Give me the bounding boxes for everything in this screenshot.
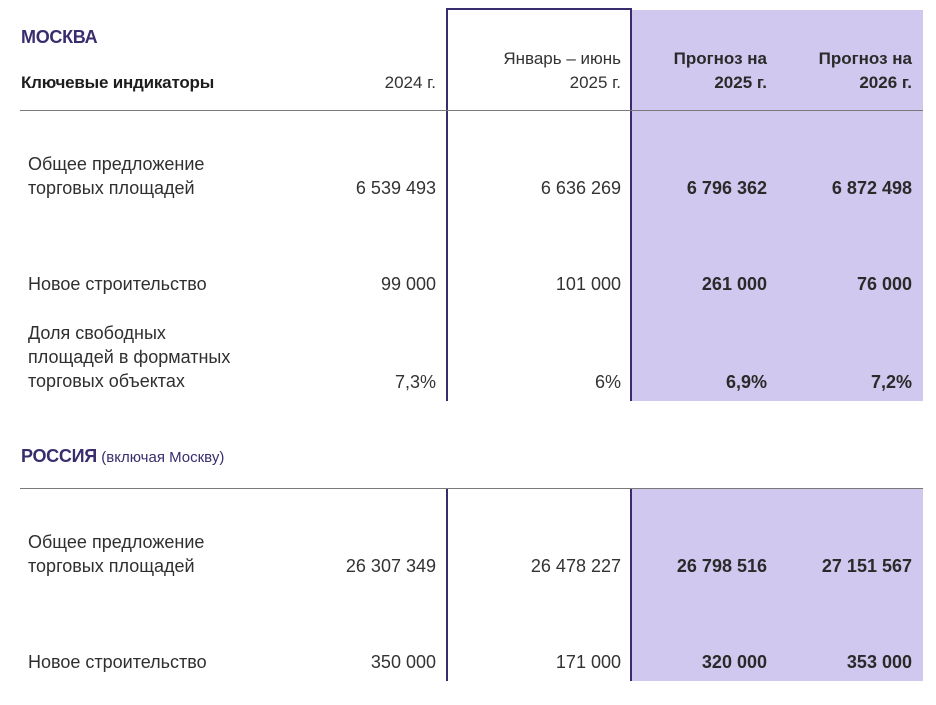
value-russia-new-h1: 171 000 <box>555 652 621 672</box>
column-top-border <box>446 8 632 10</box>
row-label-moscow-total-supply: Общее предложение торговых площадей <box>28 152 288 200</box>
value-moscow-new-f2025: 261 000 <box>701 274 767 294</box>
russia-rule <box>20 488 923 489</box>
value-moscow-vacancy-f2026: 7,2% <box>870 372 912 392</box>
value-russia-total-f2026: 27 151 567 <box>821 556 912 576</box>
column-divider-h1-left-russia <box>446 488 448 681</box>
column-header-f2025-line1: Прогноз на <box>673 49 767 68</box>
column-header-forecast-2025: Прогноз на 2025 г. <box>640 47 767 95</box>
value-moscow-vacancy-h1: 6% <box>594 372 621 392</box>
column-header-2024-text: 2024 г. <box>384 73 436 92</box>
column-header-2024: 2024 г. <box>300 71 436 95</box>
row-label-line: торговых площадей <box>28 556 195 576</box>
row-label-line: Общее предложение <box>28 532 205 552</box>
value-russia-new-f2025: 320 000 <box>701 652 767 672</box>
row-label-russia-new-construction: Новое строительство <box>28 652 207 672</box>
column-header-f2026-line1: Прогноз на <box>818 49 912 68</box>
column-header-f2025-line2: 2025 г. <box>714 73 767 92</box>
section-title-russia-sub: (включая Москву) <box>101 449 225 466</box>
column-header-h1-2025: Январь – июнь 2025 г. <box>460 47 621 95</box>
section-title-moscow: МОСКВА <box>21 27 98 47</box>
value-russia-new-f2026: 353 000 <box>846 652 912 672</box>
row-label-moscow-new-construction: Новое строительство <box>28 274 207 294</box>
forecast-shade-russia <box>632 488 923 681</box>
column-header-h1-line1: Январь – июнь <box>503 49 621 68</box>
column-header-h1-line2: 2025 г. <box>569 73 621 92</box>
indicators-label: Ключевые индикаторы <box>21 73 215 92</box>
row-label-line: Общее предложение <box>28 154 205 174</box>
value-moscow-total-2024: 6 539 493 <box>355 178 436 198</box>
value-moscow-total-f2026: 6 872 498 <box>831 178 912 198</box>
section-title-russia-main: РОССИЯ <box>21 446 97 466</box>
row-label-russia-total-supply: Общее предложение торговых площадей <box>28 530 288 578</box>
header-rule <box>20 110 923 111</box>
row-label-line: Доля свободных <box>28 323 166 343</box>
row-label-moscow-vacancy: Доля свободных площадей в форматных торг… <box>28 321 288 393</box>
column-header-forecast-2026: Прогноз на 2026 г. <box>780 47 912 95</box>
value-russia-total-h1: 26 478 227 <box>530 556 621 576</box>
row-label-line: площадей в форматных <box>28 347 231 367</box>
section-title-russia: РОССИЯ (включая Москву) <box>21 446 224 467</box>
value-moscow-new-h1: 101 000 <box>555 274 621 294</box>
value-moscow-vacancy-2024: 7,3% <box>394 372 436 392</box>
column-header-f2026-line2: 2026 г. <box>859 73 912 92</box>
value-moscow-new-2024: 99 000 <box>380 274 436 294</box>
forecast-shade-moscow <box>632 10 923 401</box>
value-moscow-total-f2025: 6 796 362 <box>686 178 767 198</box>
value-russia-total-2024: 26 307 349 <box>345 556 436 576</box>
column-divider-h1-left-moscow <box>446 8 448 401</box>
column-divider-h1-right-moscow <box>630 8 632 401</box>
value-russia-total-f2025: 26 798 516 <box>676 556 767 576</box>
value-moscow-vacancy-f2025: 6,9% <box>725 372 767 392</box>
value-moscow-new-f2026: 76 000 <box>856 274 912 294</box>
row-label-line: торговых площадей <box>28 178 195 198</box>
row-label-line: торговых объектах <box>28 371 185 391</box>
column-divider-h1-right-russia <box>630 488 632 681</box>
value-moscow-total-h1: 6 636 269 <box>540 178 621 198</box>
value-russia-new-2024: 350 000 <box>370 652 436 672</box>
